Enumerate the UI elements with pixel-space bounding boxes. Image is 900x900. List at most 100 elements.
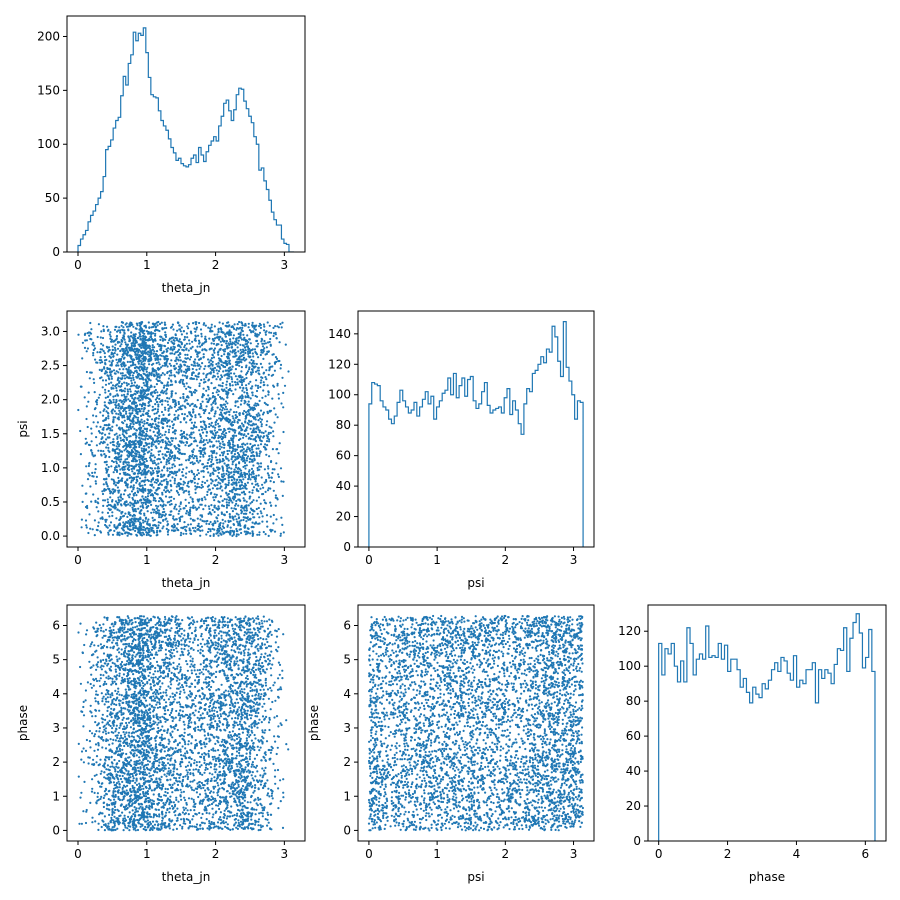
scatter-point [213,504,216,507]
scatter-point [145,500,148,503]
scatter-point [186,402,189,405]
scatter-point [266,489,270,492]
scatter-point [257,386,260,390]
scatter-point [259,353,262,357]
scatter-point [184,476,187,479]
scatter-point [212,369,215,372]
scatter-point [228,329,231,332]
scatter-point [196,355,199,358]
scatter-point [85,405,88,408]
scatter-point [176,457,179,460]
scatter-point [196,528,199,531]
scatter-point [102,350,105,353]
scatter-point [226,332,229,335]
scatter-point [264,501,267,504]
scatter-point [114,343,117,346]
scatter-point [133,344,137,347]
scatter-point [193,529,196,532]
scatter-point [130,321,133,325]
scatter-point [180,463,183,466]
scatter-point [232,531,235,534]
scatter-point [134,520,137,523]
scatter-point [131,409,134,412]
scatter-point [229,340,232,343]
scatter-point [215,378,218,381]
scatter-point [235,411,238,414]
scatter-point [231,516,234,520]
scatter-point [134,370,137,373]
scatter-point [226,372,229,375]
scatter-point [173,459,176,462]
scatter-point [246,446,249,449]
scatter-point [109,331,112,334]
scatter-point [215,369,218,372]
scatter-point [197,375,200,378]
scatter-point [235,535,238,538]
scatter-point [123,351,126,354]
scatter-point [152,486,155,489]
scatter-point [239,360,242,363]
scatter-point [213,499,216,502]
scatter-point [209,372,212,375]
scatter-point [116,486,119,489]
scatter-point [217,436,220,440]
scatter-point [229,362,232,365]
scatter-point [145,330,149,333]
scatter-point [115,337,118,340]
scatter-point [123,419,126,422]
scatter-point [157,405,160,408]
scatter-point [146,497,149,500]
scatter-point [185,396,189,399]
scatter-point [171,426,174,430]
scatter-point [217,327,220,330]
scatter-point [190,455,194,458]
scatter-point [143,479,146,482]
scatter-point [248,511,252,514]
scatter-point [105,483,108,486]
scatter-point [193,475,196,478]
scatter-point [251,491,254,494]
scatter-point [204,498,207,501]
scatter-point [189,506,192,509]
scatter-point [251,460,254,463]
scatter-point [263,347,266,350]
scatter-point [207,394,210,397]
scatter-point [192,473,195,476]
scatter-point [121,406,124,409]
scatter-point [214,412,217,415]
scatter-point [107,401,110,404]
scatter-point [113,433,116,436]
scatter-point [179,421,182,424]
scatter-point [233,477,236,480]
scatter-point [181,412,184,416]
scatter-point [255,499,258,502]
scatter-point [204,380,207,383]
scatter-point [119,349,122,352]
scatter-point [171,471,174,474]
scatter-point [159,338,162,341]
scatter-point [232,417,235,420]
scatter-point [203,520,206,523]
scatter-point [248,457,251,460]
scatter-point [184,528,187,531]
scatter-point [210,440,213,443]
scatter-point [197,506,200,509]
scatter-point [132,358,136,361]
scatter-point [262,357,265,360]
scatter-point [130,464,133,467]
scatter-point [263,401,266,404]
scatter-point [127,428,130,431]
scatter-point [170,374,173,377]
scatter-point [151,460,154,463]
scatter-point [244,467,247,470]
scatter-point [163,510,166,513]
scatter-point [276,497,279,500]
scatter-point [262,323,265,326]
scatter-point [248,368,251,371]
scatter-point [259,465,263,468]
scatter-point [170,371,173,374]
scatter-point [237,466,240,470]
scatter-point [157,509,161,512]
scatter-point [115,389,118,392]
scatter-point [249,427,252,430]
